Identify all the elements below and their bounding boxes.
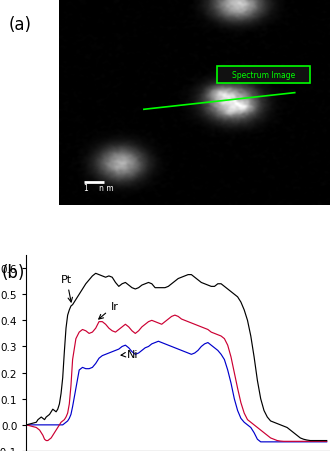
Bar [217,67,310,84]
Text: Ir: Ir [99,301,118,319]
Text: Spectrum Image: Spectrum Image [232,71,295,80]
Text: (a): (a) [9,16,32,34]
Text: (b): (b) [1,263,25,281]
Text: n m: n m [99,184,114,193]
Text: Pt: Pt [61,275,73,302]
Text: Ni: Ni [121,349,139,359]
Text: 1: 1 [83,184,87,193]
